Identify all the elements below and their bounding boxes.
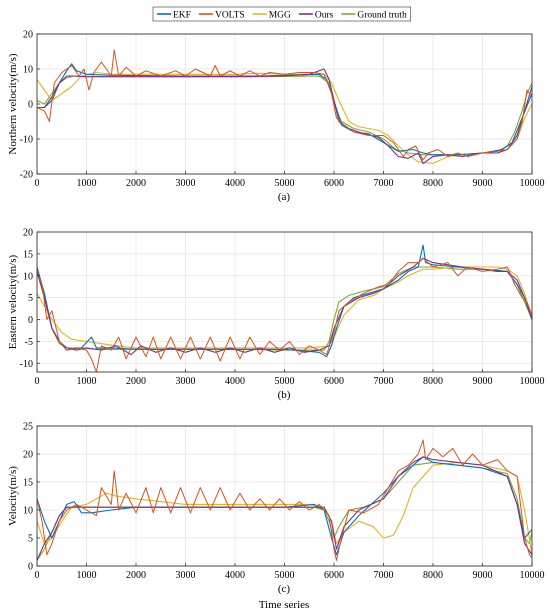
x-tick-label: 7000 [374,376,394,387]
series-line-ekf [37,456,532,556]
y-tick-label: 10 [23,271,33,282]
series-line-ours [37,456,532,561]
legend-label-ours: Ours [315,11,334,21]
sublabel-a: (a) [278,191,291,203]
legend-label-ground-truth: Ground truth [357,11,407,21]
x-tick-label: 8000 [423,178,443,189]
x-tick-label: 1000 [77,570,97,581]
x-tick-label: 0 [35,178,40,189]
series-line-volts [37,257,532,372]
x-tick-label: 7000 [374,178,394,189]
x-tick-label: 5000 [275,178,295,189]
y-tick-label: 10 [23,65,33,76]
y-tick-label: 0 [28,562,33,573]
y-tick-label: -5 [25,337,33,348]
x-tick-label: 0 [35,376,40,387]
y-tick-label: 5 [28,293,33,304]
x-tick-label: 9000 [473,178,493,189]
x-tick-label: 2000 [126,376,146,387]
legend-label-volts: VOLTS [215,11,245,21]
ylabel-a: Northern velocity(m/s) [7,53,19,154]
y-tick-label: 20 [23,228,33,239]
x-tick-label: 9000 [473,570,493,581]
y-tick-label: -20 [20,170,33,181]
y-tick-label: 20 [23,450,33,461]
sublabel-b: (b) [278,389,291,401]
x-tick-label: 6000 [324,178,344,189]
x-tick-label: 4000 [225,570,245,581]
legend-label-mgg: MGG [269,11,291,21]
x-tick-label: 2000 [126,178,146,189]
legend-label-ekf: EKF [173,11,191,21]
x-tick-label: 4000 [225,178,245,189]
ylabel-b: Eastern velocity(m/s) [7,254,19,349]
x-tick-label: 9000 [473,376,493,387]
x-tick-label: 1000 [77,178,97,189]
series-line-ekf [37,244,532,358]
x-tick-label: 6000 [324,376,344,387]
x-tick-label: 1000 [77,376,97,387]
panel-b: 0 1000 2000 3000 4000 5000 6000 7000 8000 9000 100… [7,228,545,402]
x-tick-label: 3000 [176,376,196,387]
x-tick-label: 8000 [423,376,443,387]
x-tick-label: 5000 [275,570,295,581]
panel-c: 0 1000 2000 3000 4000 5000 6000 7000 8000 9000 100… [7,422,545,612]
y-tick-label: 10 [23,506,33,517]
series-line-ours [37,257,532,356]
x-tick-label: 2000 [126,570,146,581]
ylabel-c: Velocity(m/s) [7,466,19,526]
y-tick-label: 25 [23,422,33,433]
panel-a: 0 1000 2000 3000 4000 5000 6000 7000 8000 9000 100… [7,30,545,204]
series-line-volts [37,439,532,561]
x-tick-label: 10000 [520,570,545,581]
x-tick-label: 3000 [176,570,196,581]
x-tick-label: 8000 [423,570,443,581]
x-tick-label: 10000 [520,376,545,387]
xlabel-c: Time series [259,599,310,611]
x-tick-label: 5000 [275,376,295,387]
y-tick-label: 5 [28,534,33,545]
y-tick-label: 20 [23,30,33,41]
x-tick-label: 7000 [374,570,394,581]
x-tick-label: 0 [35,570,40,581]
legend: EKF VOLTS MGG Ours Ground truth [152,6,412,22]
y-tick-label: -10 [20,359,33,370]
x-tick-label: 4000 [225,376,245,387]
sublabel-c: (c) [278,583,291,595]
y-tick-label: 0 [28,100,33,111]
y-tick-label: 15 [23,478,33,489]
x-tick-label: 6000 [324,570,344,581]
x-tick-label: 10000 [520,178,545,189]
series-line-volts [37,49,532,161]
y-tick-label: 0 [28,315,33,326]
x-tick-label: 3000 [176,178,196,189]
y-tick-label: 15 [23,249,33,260]
legend-box [152,6,412,22]
y-tick-label: -10 [20,135,33,146]
